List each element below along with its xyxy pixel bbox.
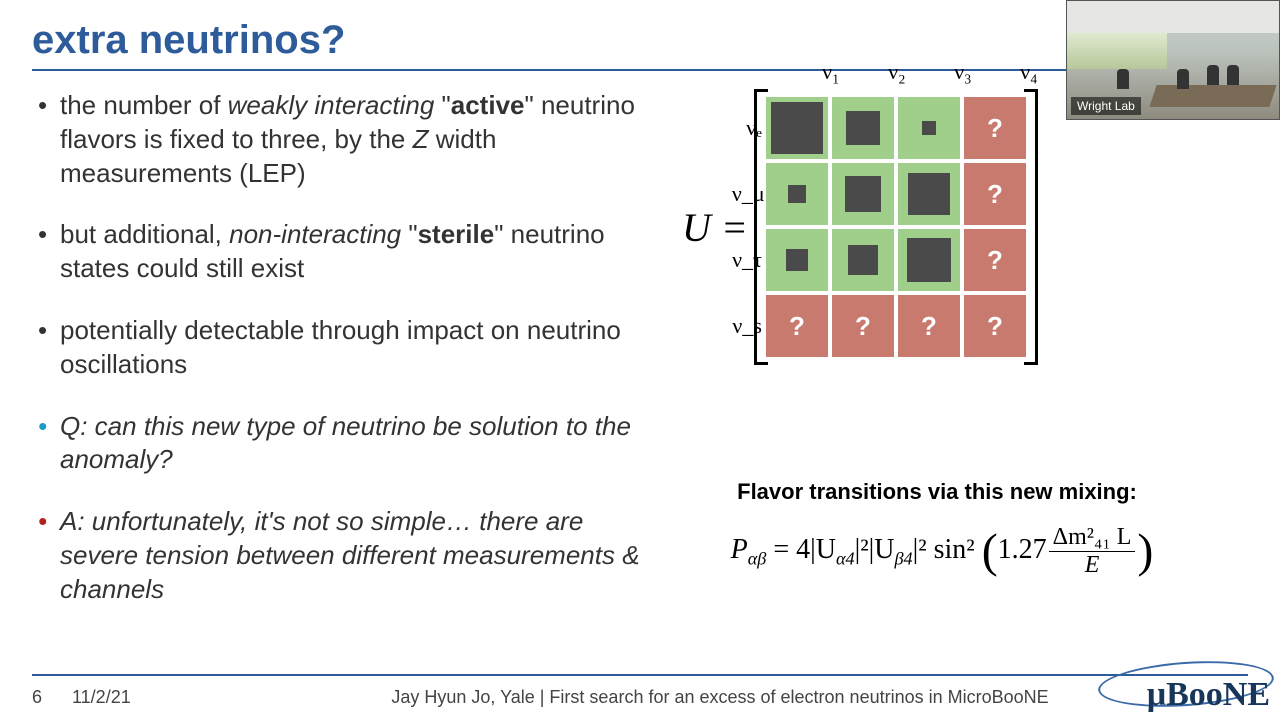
question-mark: ? xyxy=(987,245,1003,276)
text: " xyxy=(434,90,450,120)
footer-rule xyxy=(32,674,1248,676)
matrix-cell-known xyxy=(832,163,894,225)
question-mark: ? xyxy=(921,311,937,342)
bullets-column: the number of weakly interacting "active… xyxy=(32,89,672,635)
row-label: ν_μ xyxy=(732,181,762,207)
bullet-answer: A: unfortunately, it's not so simple… th… xyxy=(32,505,652,606)
webcam-label: Wright Lab xyxy=(1071,97,1141,115)
formula-sub: α4 xyxy=(836,549,855,569)
matrix-row: ν_s???? xyxy=(766,295,1026,357)
matrix-cell-unknown: ? xyxy=(964,229,1026,291)
col-label: ν₁ xyxy=(798,59,864,85)
matrix-cell-known xyxy=(898,163,960,225)
text-bold: active xyxy=(451,90,525,120)
webcam-person xyxy=(1177,69,1189,89)
matrix-cell-known xyxy=(766,229,828,291)
bullet-1: the number of weakly interacting "active… xyxy=(32,89,652,190)
bullet-2: but additional, non-interacting "sterile… xyxy=(32,218,652,286)
question-mark: ? xyxy=(987,113,1003,144)
figure-column: U = ν₁ ν₂ ν₃ ν₄ νₑ?ν_μ?ν_τ?ν_s???? Flavo… xyxy=(672,89,1248,635)
row-label: ν_s xyxy=(732,313,762,339)
question-mark: ? xyxy=(987,179,1003,210)
matrix-body: ν₁ ν₂ ν₃ ν₄ νₑ?ν_μ?ν_τ?ν_s???? xyxy=(760,89,1032,365)
formula-part: |²|U xyxy=(855,534,895,565)
formula-part: = 4|U xyxy=(766,534,836,565)
matrix-row: ν_μ? xyxy=(766,163,1026,225)
footer-center: Jay Hyun Jo, Yale | First search for an … xyxy=(192,687,1248,708)
mixing-block xyxy=(908,173,950,215)
matrix-col-labels: ν₁ ν₂ ν₃ ν₄ xyxy=(798,59,1062,85)
text-italic: weakly interacting xyxy=(228,90,435,120)
text-bold: sterile xyxy=(418,219,495,249)
webcam-bg xyxy=(1067,1,1279,33)
content-area: the number of weakly interacting "active… xyxy=(32,89,1248,635)
formula-den: E xyxy=(1049,552,1136,579)
formula-sub: β4 xyxy=(894,549,912,569)
text-italic: non-interacting xyxy=(229,219,401,249)
question-mark: ? xyxy=(855,311,871,342)
webcam-person xyxy=(1207,65,1219,85)
text-italic: Z xyxy=(413,124,429,154)
matrix-cell-known xyxy=(898,97,960,159)
mixing-block xyxy=(786,249,808,271)
text: the number of xyxy=(60,90,228,120)
footer: 6 11/2/21 Jay Hyun Jo, Yale | First sear… xyxy=(32,687,1248,708)
formula-coef: 1.27 xyxy=(998,534,1047,565)
matrix-cell-known xyxy=(832,97,894,159)
mixing-block xyxy=(771,102,823,154)
matrix-cell-known xyxy=(832,229,894,291)
mixing-block xyxy=(845,176,881,212)
logo-text: μBooNE xyxy=(1147,676,1270,713)
page-number: 6 xyxy=(32,687,72,708)
webcam-person xyxy=(1227,65,1239,85)
text: " xyxy=(401,219,417,249)
webcam-person xyxy=(1117,69,1129,89)
matrix-cell-unknown: ? xyxy=(964,295,1026,357)
matrix-row: νₑ? xyxy=(766,97,1026,159)
mixing-block xyxy=(848,245,878,275)
formula-num: Δm²₄₁ L xyxy=(1049,524,1136,552)
row-label: ν_τ xyxy=(732,247,762,273)
question-mark: ? xyxy=(987,311,1003,342)
matrix-lhs: U = xyxy=(682,204,748,251)
formula-sub: αβ xyxy=(748,549,767,569)
mixing-block xyxy=(788,185,806,203)
matrix-row: ν_τ? xyxy=(766,229,1026,291)
bracket-right xyxy=(1024,89,1038,365)
formula-part: P xyxy=(731,534,748,565)
matrix-cell-unknown: ? xyxy=(766,295,828,357)
matrix-cell-known xyxy=(898,229,960,291)
matrix-cell-known xyxy=(766,97,828,159)
col-label: ν₃ xyxy=(930,59,996,85)
oscillation-formula: Pαβ = 4|Uα4|²|Uβ4|² sin² (1.27Δm²₄₁ LE) xyxy=(672,524,1212,579)
pmns-matrix-figure: U = ν₁ ν₂ ν₃ ν₄ νₑ?ν_μ?ν_τ?ν_s???? xyxy=(682,89,1032,365)
webcam-overlay: Wright Lab xyxy=(1066,0,1280,120)
microboone-logo: μBooNE xyxy=(1147,676,1270,714)
webcam-bg xyxy=(1067,33,1167,69)
question-mark: ? xyxy=(789,311,805,342)
matrix-cell-unknown: ? xyxy=(964,97,1026,159)
webcam-bg xyxy=(1149,85,1276,107)
mixing-block xyxy=(846,111,880,145)
formula-part: |² sin² xyxy=(913,534,975,565)
matrix-cell-unknown: ? xyxy=(964,163,1026,225)
mixing-block xyxy=(907,238,951,282)
bullet-3: potentially detectable through impact on… xyxy=(32,314,652,382)
footer-date: 11/2/21 xyxy=(72,687,192,708)
matrix-cell-unknown: ? xyxy=(832,295,894,357)
bullet-question: Q: can this new type of neutrino be solu… xyxy=(32,410,652,478)
mixing-block xyxy=(922,121,936,135)
paren-right: ) xyxy=(1137,525,1153,578)
formula-fraction: Δm²₄₁ LE xyxy=(1049,524,1136,579)
matrix-cell-known xyxy=(766,163,828,225)
row-label: νₑ xyxy=(732,115,762,141)
col-label: ν₄ xyxy=(996,59,1062,85)
matrix-cell-unknown: ? xyxy=(898,295,960,357)
paren-left: ( xyxy=(982,525,998,578)
text: but additional, xyxy=(60,219,229,249)
flavor-caption: Flavor transitions via this new mixing: xyxy=(672,479,1202,505)
slide: extra neutrinos? the number of weakly in… xyxy=(0,0,1280,720)
col-label: ν₂ xyxy=(864,59,930,85)
